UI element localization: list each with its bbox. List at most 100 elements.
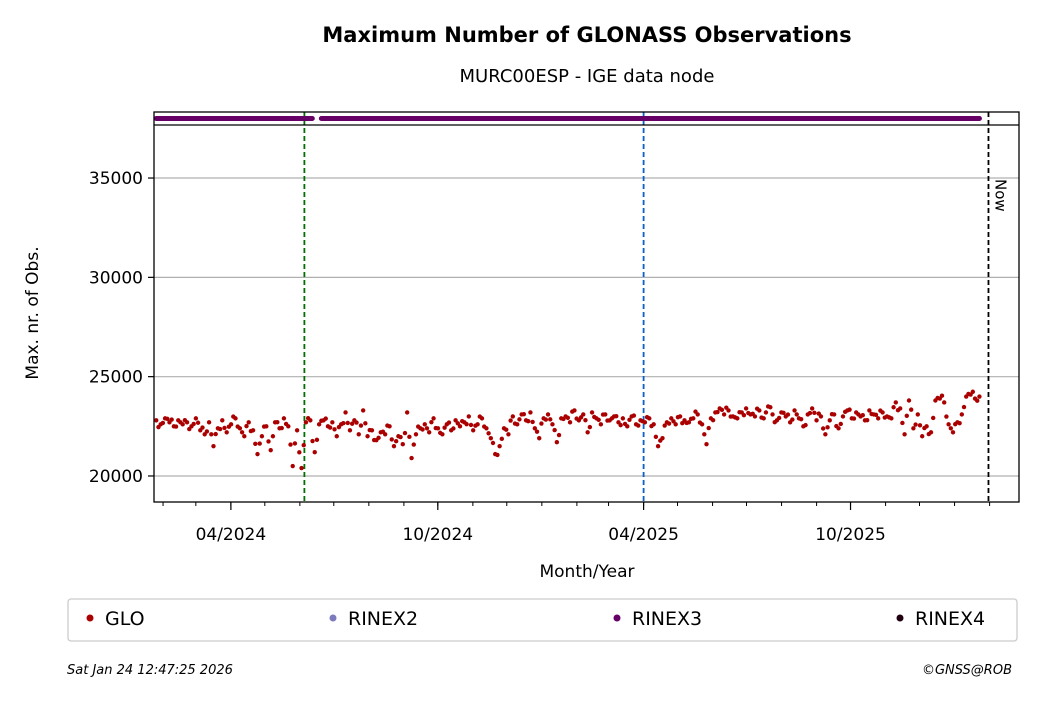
glo-point [244, 423, 249, 429]
glo-point [354, 420, 359, 425]
glo-point [165, 416, 170, 421]
glo-point [948, 426, 954, 431]
glo-point [314, 437, 320, 443]
glo-point [556, 432, 562, 438]
glo-point [294, 428, 300, 433]
glo-point [603, 412, 608, 417]
glo-point [897, 406, 903, 411]
glo-point [356, 432, 361, 437]
glo-point [264, 424, 269, 429]
glo-point [726, 408, 731, 413]
glo-point [154, 418, 159, 423]
glo-point [798, 416, 804, 422]
glo-point [376, 435, 381, 441]
glo-point [585, 430, 590, 435]
y-tick-label: 25000 [89, 368, 143, 388]
glo-point [308, 418, 313, 423]
glo-point [281, 416, 287, 421]
glo-point [589, 410, 595, 415]
legend-marker-rinex3 [613, 614, 621, 622]
glo-point [224, 430, 229, 435]
glo-point [504, 427, 509, 432]
glo-point [466, 414, 471, 419]
glo-point [521, 412, 527, 417]
glo-point [699, 422, 705, 427]
glo-point [242, 434, 247, 439]
glo-point [931, 415, 936, 421]
glo-point [413, 432, 419, 437]
glo-point [959, 412, 965, 417]
glo-point [794, 412, 799, 417]
glo-point [259, 434, 265, 439]
glo-point [387, 424, 392, 429]
y-tick-label: 30000 [89, 268, 143, 288]
glo-point [510, 414, 516, 419]
glo-point [581, 412, 586, 417]
glo-point [651, 422, 656, 427]
glo-point [204, 429, 210, 434]
x-tick-label: 10/2024 [402, 525, 473, 545]
glo-point [257, 441, 262, 446]
legend-marker-glo [86, 614, 94, 622]
glo-point [239, 430, 245, 435]
legend-marker-rinex4 [896, 614, 904, 622]
glo-point [369, 428, 375, 433]
glo-point [327, 425, 333, 430]
glo-point [662, 423, 667, 428]
glo-point [864, 417, 870, 423]
glo-point [908, 407, 914, 412]
glo-point [330, 420, 335, 425]
glo-point [851, 416, 857, 421]
y-axis: 20000 25000 30000 35000 [89, 169, 154, 487]
glo-point [543, 417, 549, 422]
glo-point [893, 400, 898, 405]
glo-point [653, 434, 659, 440]
glo-point [655, 443, 661, 449]
glo-point [358, 423, 364, 428]
glo-point [900, 420, 905, 426]
glo-point [836, 426, 841, 431]
y-axis-label: Max. nr. of Obs. [23, 246, 43, 379]
glo-point [299, 465, 304, 471]
glo-point [464, 421, 469, 427]
glo-point [490, 440, 496, 446]
glo-point [911, 426, 916, 431]
y-tick-label: 20000 [89, 467, 143, 487]
glo-point [345, 420, 350, 426]
glo-point [875, 416, 881, 421]
glo-point [695, 412, 700, 417]
glo-point [288, 442, 293, 447]
x-tick-label: 04/2025 [608, 525, 679, 545]
glo-point [526, 418, 531, 424]
glo-point [814, 418, 819, 423]
glo-point [389, 437, 394, 442]
glo-point [660, 436, 665, 441]
glo-point [217, 426, 223, 432]
glo-point [420, 427, 425, 432]
glo-point [292, 441, 298, 446]
glo-point [924, 424, 929, 429]
glo-point [620, 416, 626, 421]
glo-point [435, 426, 441, 431]
glo-point [827, 418, 832, 423]
glo-point [812, 410, 817, 416]
glo-point [768, 405, 773, 410]
glo-point [572, 408, 577, 413]
glo-point [770, 412, 775, 417]
glo-point [904, 413, 909, 418]
glo-point [411, 442, 416, 447]
glo-point [222, 425, 227, 431]
glo-point [539, 421, 544, 426]
glo-point [873, 412, 879, 418]
glo-point [944, 414, 949, 419]
glo-point [942, 400, 947, 405]
glo-point [614, 413, 619, 419]
glo-point [316, 422, 322, 427]
glo-point [486, 431, 491, 436]
glo-point [735, 416, 740, 421]
glo-point [184, 420, 190, 425]
glo-point [160, 420, 166, 426]
glo-point [719, 407, 725, 413]
glo-point [497, 443, 502, 449]
